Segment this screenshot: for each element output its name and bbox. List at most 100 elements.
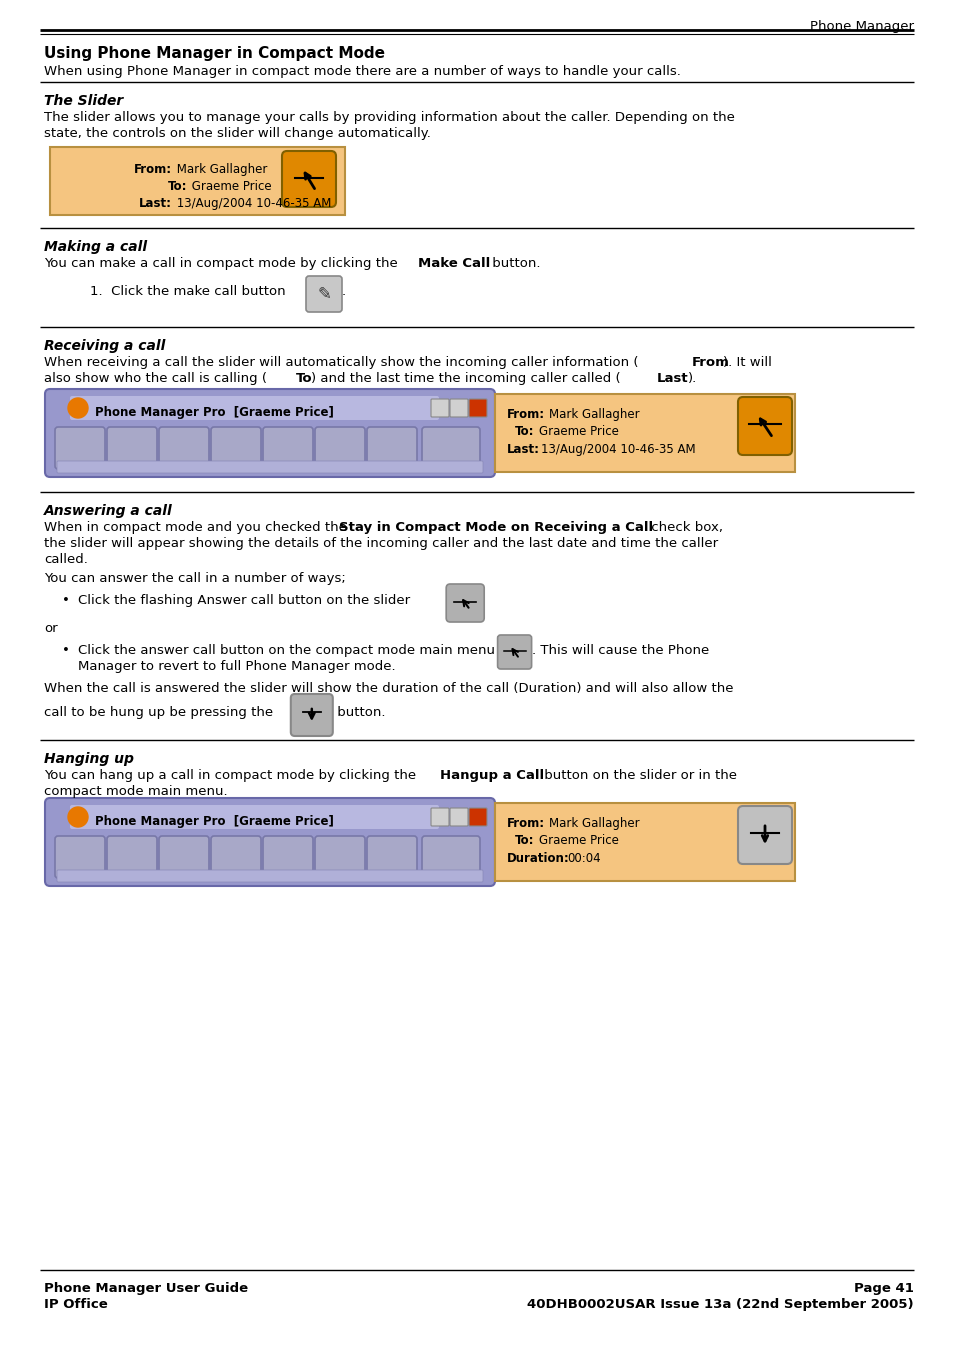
FancyBboxPatch shape: [57, 461, 482, 473]
Text: call to be hung up be pressing the: call to be hung up be pressing the: [44, 707, 273, 719]
Text: Mark Gallagher: Mark Gallagher: [548, 408, 639, 422]
Text: 1.  Click the make call button: 1. Click the make call button: [90, 285, 285, 299]
FancyBboxPatch shape: [497, 635, 531, 669]
Text: From:: From:: [506, 817, 544, 830]
FancyBboxPatch shape: [450, 399, 468, 417]
Text: IP Office: IP Office: [44, 1298, 108, 1310]
Text: Last: Last: [657, 372, 688, 385]
Text: .: .: [341, 285, 346, 299]
Text: When using Phone Manager in compact mode there are a number of ways to handle yo: When using Phone Manager in compact mode…: [44, 65, 680, 78]
FancyBboxPatch shape: [55, 427, 105, 469]
Text: To: To: [295, 372, 313, 385]
FancyBboxPatch shape: [469, 399, 486, 417]
FancyBboxPatch shape: [421, 836, 479, 878]
Text: The slider allows you to manage your calls by providing information about the ca: The slider allows you to manage your cal…: [44, 111, 734, 124]
FancyBboxPatch shape: [263, 836, 313, 878]
Text: Hangup a Call: Hangup a Call: [439, 769, 543, 782]
FancyBboxPatch shape: [367, 836, 416, 878]
Text: Last:: Last:: [506, 443, 539, 457]
Text: 13/Aug/2004 10-46-35 AM: 13/Aug/2004 10-46-35 AM: [172, 197, 331, 209]
FancyBboxPatch shape: [367, 427, 416, 469]
Text: Phone Manager User Guide: Phone Manager User Guide: [44, 1282, 248, 1296]
Text: From:: From:: [506, 408, 544, 422]
FancyBboxPatch shape: [263, 427, 313, 469]
FancyBboxPatch shape: [107, 427, 157, 469]
Text: state, the controls on the slider will change automatically.: state, the controls on the slider will c…: [44, 127, 431, 141]
FancyBboxPatch shape: [421, 427, 479, 469]
Text: Duration:: Duration:: [506, 852, 569, 865]
FancyBboxPatch shape: [738, 397, 791, 455]
FancyBboxPatch shape: [431, 808, 449, 825]
FancyBboxPatch shape: [738, 807, 791, 865]
FancyBboxPatch shape: [450, 808, 468, 825]
FancyBboxPatch shape: [70, 396, 438, 420]
Text: The Slider: The Slider: [44, 95, 123, 108]
Text: ).: ).: [687, 372, 697, 385]
Text: Phone Manager Pro  [Graeme Price]: Phone Manager Pro [Graeme Price]: [95, 815, 334, 828]
Circle shape: [68, 399, 88, 417]
Text: the slider will appear showing the details of the incoming caller and the last d: the slider will appear showing the detai…: [44, 536, 718, 550]
Bar: [50, 147, 345, 215]
Text: When the call is answered the slider will show the duration of the call (Duratio: When the call is answered the slider wil…: [44, 682, 733, 694]
Text: You can hang up a call in compact mode by clicking the: You can hang up a call in compact mode b…: [44, 769, 420, 782]
Text: Graeme Price: Graeme Price: [538, 834, 618, 847]
Bar: [495, 394, 794, 471]
Text: Page 41: Page 41: [853, 1282, 913, 1296]
Circle shape: [68, 807, 88, 827]
Text: compact mode main menu.: compact mode main menu.: [44, 785, 228, 798]
Text: 13/Aug/2004 10-46-35 AM: 13/Aug/2004 10-46-35 AM: [540, 443, 695, 457]
FancyBboxPatch shape: [211, 427, 261, 469]
Text: To:: To:: [515, 426, 534, 438]
Text: Manager to revert to full Phone Manager mode.: Manager to revert to full Phone Manager …: [78, 661, 395, 673]
Text: Phone Manager Pro  [Graeme Price]: Phone Manager Pro [Graeme Price]: [95, 407, 334, 419]
FancyBboxPatch shape: [446, 584, 484, 621]
Text: ). It will: ). It will: [722, 357, 771, 369]
Text: Make Call: Make Call: [418, 257, 490, 270]
Text: Hanging up: Hanging up: [44, 753, 133, 766]
Bar: [495, 802, 794, 881]
Text: From: From: [691, 357, 729, 369]
FancyBboxPatch shape: [469, 808, 486, 825]
Text: ) and the last time the incoming caller called (: ) and the last time the incoming caller …: [311, 372, 620, 385]
Text: Mark Gallagher: Mark Gallagher: [172, 163, 267, 176]
Text: Click the flashing Answer call button on the slider: Click the flashing Answer call button on…: [78, 594, 410, 607]
FancyBboxPatch shape: [314, 836, 365, 878]
Text: 40DHB0002USAR Issue 13a (22nd September 2005): 40DHB0002USAR Issue 13a (22nd September …: [527, 1298, 913, 1310]
Text: When receiving a call the slider will automatically show the incoming caller inf: When receiving a call the slider will au…: [44, 357, 638, 369]
Text: button.: button.: [333, 707, 385, 719]
Text: also show who the call is calling (: also show who the call is calling (: [44, 372, 267, 385]
Text: Receiving a call: Receiving a call: [44, 339, 165, 353]
FancyBboxPatch shape: [431, 399, 449, 417]
FancyBboxPatch shape: [314, 427, 365, 469]
Text: Graeme Price: Graeme Price: [188, 180, 272, 193]
Text: Answering a call: Answering a call: [44, 504, 172, 517]
FancyBboxPatch shape: [291, 694, 333, 736]
Text: From:: From:: [133, 163, 172, 176]
Text: called.: called.: [44, 553, 88, 566]
Text: Last:: Last:: [139, 197, 172, 209]
Text: Making a call: Making a call: [44, 240, 147, 254]
Text: check box,: check box,: [646, 521, 722, 534]
Text: Click the answer call button on the compact mode main menu: Click the answer call button on the comp…: [78, 644, 495, 657]
Text: •: •: [62, 594, 70, 607]
Text: or: or: [44, 621, 57, 635]
Text: To:: To:: [168, 180, 187, 193]
FancyBboxPatch shape: [55, 836, 105, 878]
FancyBboxPatch shape: [45, 389, 495, 477]
Text: You can make a call in compact mode by clicking the: You can make a call in compact mode by c…: [44, 257, 401, 270]
Text: button on the slider or in the: button on the slider or in the: [539, 769, 737, 782]
FancyBboxPatch shape: [107, 836, 157, 878]
Text: Mark Gallagher: Mark Gallagher: [548, 817, 639, 830]
FancyBboxPatch shape: [45, 798, 495, 886]
FancyBboxPatch shape: [306, 276, 341, 312]
Text: Using Phone Manager in Compact Mode: Using Phone Manager in Compact Mode: [44, 46, 385, 61]
Text: 00:04: 00:04: [566, 852, 600, 865]
FancyBboxPatch shape: [159, 427, 209, 469]
Text: When in compact mode and you checked the: When in compact mode and you checked the: [44, 521, 351, 534]
Text: You can answer the call in a number of ways;: You can answer the call in a number of w…: [44, 571, 345, 585]
FancyBboxPatch shape: [282, 151, 335, 207]
Text: button.: button.: [487, 257, 539, 270]
Text: Stay in Compact Mode on Receiving a Call: Stay in Compact Mode on Receiving a Call: [339, 521, 653, 534]
FancyBboxPatch shape: [70, 805, 438, 830]
Text: Graeme Price: Graeme Price: [538, 426, 618, 438]
